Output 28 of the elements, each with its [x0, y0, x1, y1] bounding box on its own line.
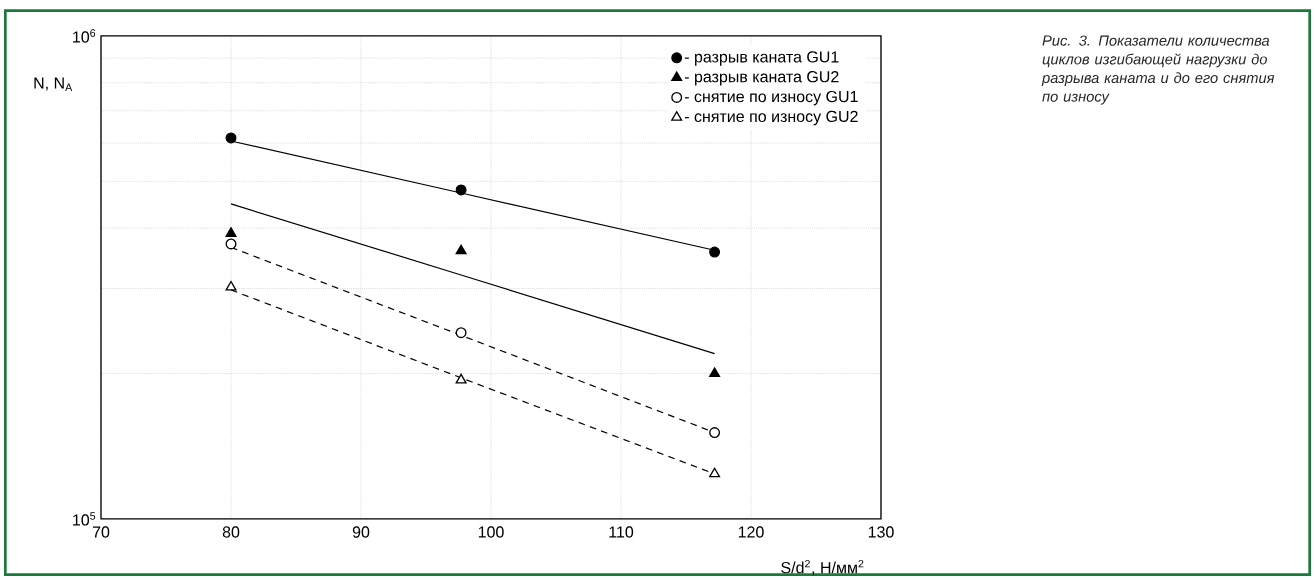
- legend-label: - разрыв каната GU2: [684, 71, 839, 86]
- point: [709, 246, 721, 258]
- point: [225, 227, 237, 237]
- x-tick-label: 90: [352, 526, 370, 538]
- x-tick-label: 130: [868, 526, 894, 538]
- y-tick-label: 10$^{5}$: [73, 512, 96, 526]
- x-tick-label: 100: [478, 526, 504, 538]
- y-axis-title: N, N$_{A}$: [34, 77, 73, 91]
- point: [225, 280, 237, 291]
- legend-label: - разрыв каната GU1: [684, 51, 839, 66]
- point: [225, 238, 237, 250]
- point: [455, 184, 467, 196]
- y-tick-label: 10$^{6}$: [73, 29, 96, 43]
- point: [709, 367, 721, 378]
- x-tick-label: 80: [222, 526, 240, 538]
- legend-label: - снятие по износу GU2: [684, 110, 858, 126]
- x-axis-title: S/d$^{2}$, Н/мм$^{2}$: [781, 559, 864, 576]
- point: [709, 427, 721, 438]
- x-tick-label: 70: [92, 526, 110, 538]
- x-tick-label: 110: [609, 526, 634, 538]
- point: [709, 467, 721, 478]
- point: [225, 132, 237, 144]
- legend-label: - снятие по износу GU1: [684, 90, 858, 106]
- text: Рис. 3. Показатели количества циклов изгибающей нагрузки до разрыва каната и до его снятия по износу: [1041, 35, 1275, 105]
- x-tick-label: 120: [738, 526, 764, 538]
- point: [455, 373, 467, 384]
- point: [455, 327, 467, 339]
- point: [455, 244, 467, 255]
